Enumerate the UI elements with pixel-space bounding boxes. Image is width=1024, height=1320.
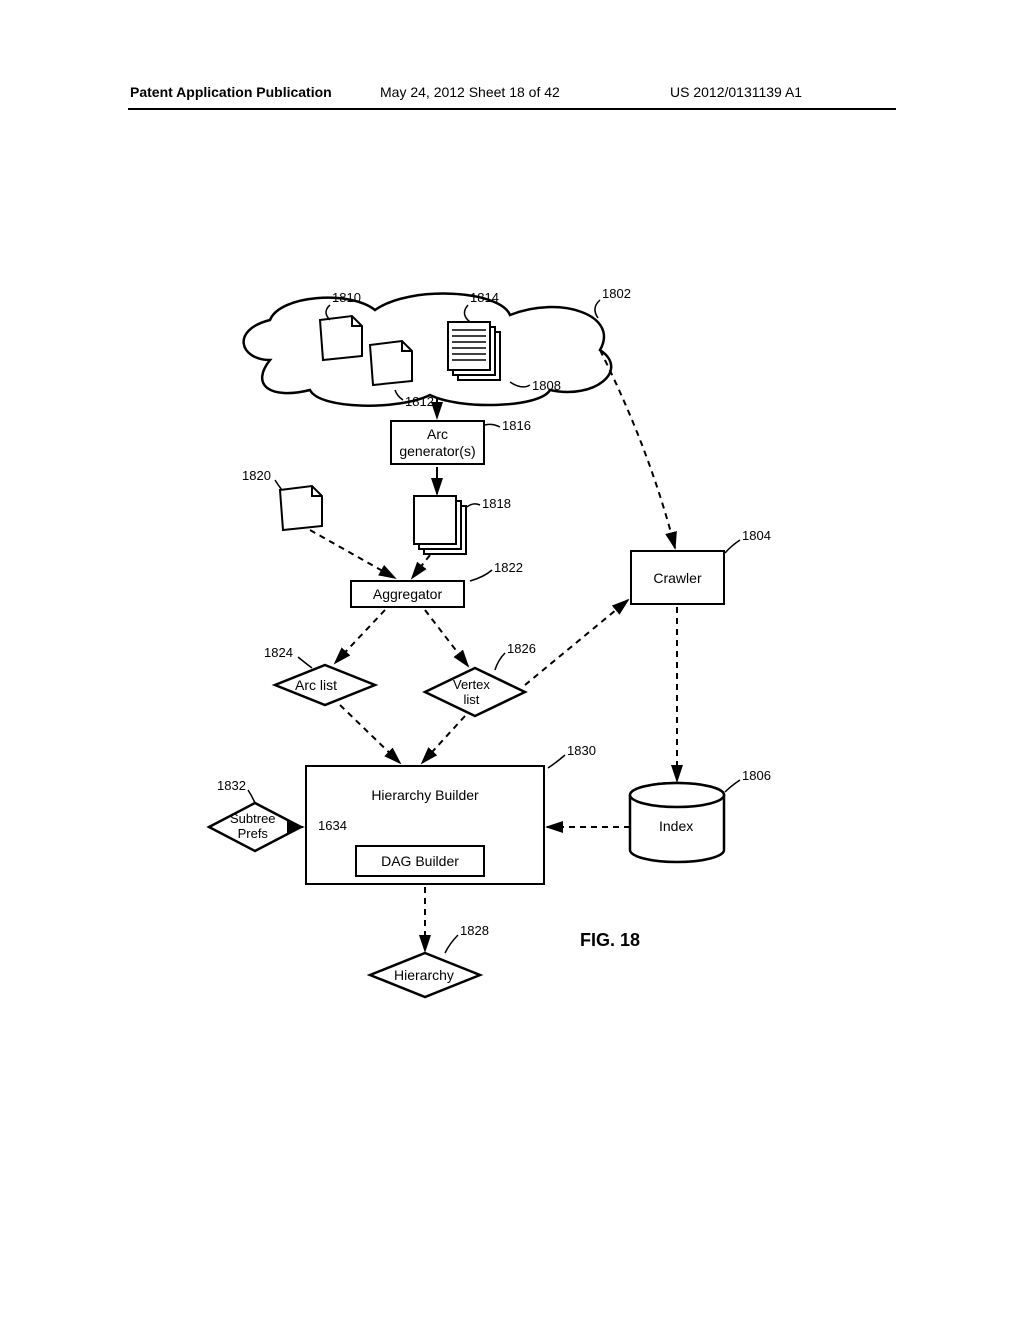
lead-1812 <box>395 390 403 400</box>
label-subtree-prefs: Subtree Prefs <box>230 812 276 842</box>
doc-1810 <box>320 316 362 360</box>
header-rule <box>128 108 896 110</box>
ref-1824: 1824 <box>264 645 293 660</box>
ref-1816: 1816 <box>502 418 531 433</box>
header-left: Patent Application Publication <box>130 84 332 100</box>
doc-1812 <box>370 341 412 385</box>
ref-1818: 1818 <box>482 496 511 511</box>
lead-1802 <box>595 300 600 318</box>
ref-1832: 1832 <box>217 778 246 793</box>
edge-cloud-crawler <box>600 350 675 548</box>
lead-1824 <box>298 657 312 668</box>
ref-1634: 1634 <box>318 818 347 833</box>
lead-1816 <box>485 424 500 427</box>
edge-agg-vertex <box>425 610 468 666</box>
lead-1804 <box>725 540 740 553</box>
figure-label: FIG. 18 <box>580 930 640 951</box>
ref-1814: 1814 <box>470 290 499 305</box>
label-hierarchy: Hierarchy <box>394 967 454 983</box>
page-header: Patent Application Publication May 24, 2… <box>0 84 1024 106</box>
doc-stack-1814 <box>448 322 500 380</box>
label-index: Index <box>659 818 693 834</box>
ref-1806: 1806 <box>742 768 771 783</box>
ref-1804: 1804 <box>742 528 771 543</box>
edge-vertex-hb <box>422 716 465 763</box>
ref-1812: 1812 <box>405 394 434 409</box>
ref-1828: 1828 <box>460 923 489 938</box>
edge-1820-agg <box>310 530 395 578</box>
ref-1820: 1820 <box>242 468 271 483</box>
label-arc-list: Arc list <box>295 677 337 693</box>
lead-1806 <box>725 780 740 792</box>
label-vertex-list: Vertex list <box>453 678 490 708</box>
lead-1814 <box>464 305 470 322</box>
diagram-svg <box>200 290 820 1050</box>
ref-1802: 1802 <box>602 286 631 301</box>
header-mid: May 24, 2012 Sheet 18 of 42 <box>380 84 560 100</box>
lead-1826 <box>495 653 505 670</box>
figure-diagram: Arc generator(s) Aggregator Crawler Hier… <box>200 290 820 1050</box>
ref-1830: 1830 <box>567 743 596 758</box>
edge-arclist-hb <box>340 705 400 763</box>
doc-stack-1818 <box>414 496 466 554</box>
header-right: US 2012/0131139 A1 <box>670 84 802 100</box>
lead-1808 <box>510 382 530 387</box>
lead-1828 <box>445 935 458 953</box>
lead-1818 <box>467 504 480 507</box>
edge-1818-agg <box>412 555 430 578</box>
ref-1822: 1822 <box>494 560 523 575</box>
lead-1820 <box>275 480 282 490</box>
lead-1832 <box>248 790 255 803</box>
edge-agg-arclist <box>335 610 385 663</box>
ref-1826: 1826 <box>507 641 536 656</box>
node-aggregator: Aggregator <box>350 580 465 608</box>
node-crawler: Crawler <box>630 550 725 605</box>
lead-1822 <box>470 570 492 581</box>
ref-1810: 1810 <box>332 290 361 305</box>
node-arc-generator: Arc generator(s) <box>390 420 485 465</box>
ref-1808: 1808 <box>532 378 561 393</box>
doc-1820 <box>280 486 322 530</box>
lead-1810 <box>326 305 330 320</box>
lead-1830 <box>548 755 565 768</box>
edge-vertex-crawler <box>525 600 628 685</box>
node-dag-builder: DAG Builder <box>355 845 485 877</box>
